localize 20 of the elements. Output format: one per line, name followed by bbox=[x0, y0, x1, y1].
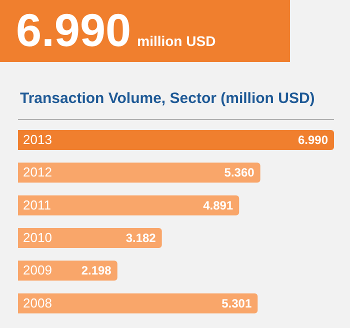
data-label: 6.990 bbox=[298, 133, 328, 147]
y-tick-label: 2009 bbox=[23, 262, 52, 278]
chart-title: Transaction Volume, Sector (million USD) bbox=[20, 90, 315, 107]
bar bbox=[18, 228, 162, 248]
y-tick-label: 2012 bbox=[23, 164, 52, 180]
data-label: 3.182 bbox=[126, 231, 156, 245]
data-label: 2.198 bbox=[81, 264, 112, 278]
data-label: 5.301 bbox=[222, 296, 252, 310]
text: 6.990 bbox=[16, 3, 132, 58]
text: million USD bbox=[137, 33, 216, 49]
y-tick-label: 2008 bbox=[23, 295, 52, 310]
y-tick-label: 2011 bbox=[23, 197, 51, 212]
bar bbox=[18, 130, 334, 150]
data-label: 5.360 bbox=[224, 166, 255, 180]
bar bbox=[18, 162, 260, 183]
data-label: 4.891 bbox=[203, 198, 234, 212]
y-tick-label: 2013 bbox=[23, 132, 52, 147]
bar bbox=[18, 195, 240, 216]
y-tick-label: 2010 bbox=[23, 230, 52, 245]
bar bbox=[18, 293, 258, 314]
